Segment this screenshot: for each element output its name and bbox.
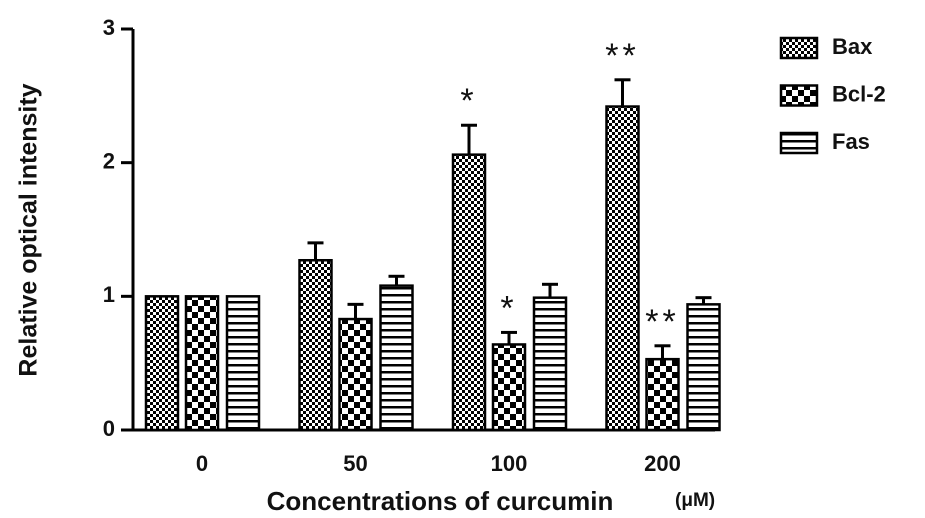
significance-label: * bbox=[460, 82, 477, 120]
bar bbox=[645, 357, 680, 432]
x-tick-label: 50 bbox=[343, 451, 367, 476]
significance-label: * bbox=[500, 289, 517, 327]
bar bbox=[491, 343, 527, 432]
y-tick-label: 0 bbox=[103, 416, 115, 441]
bar bbox=[605, 105, 640, 432]
y-tick-label: 1 bbox=[103, 282, 115, 307]
bar bbox=[532, 296, 568, 432]
legend-label: Bcl-2 bbox=[832, 81, 886, 106]
legend-label: Bax bbox=[832, 34, 873, 59]
legend-swatch bbox=[779, 36, 819, 60]
significance-label: ** bbox=[605, 37, 639, 75]
bar bbox=[686, 303, 721, 432]
bar bbox=[379, 284, 414, 432]
bar bbox=[225, 295, 261, 432]
x-axis-label: Concentrations of curcumin bbox=[267, 486, 614, 516]
x-tick-label: 200 bbox=[644, 451, 681, 476]
y-axis-label: Relative optical intensity bbox=[15, 83, 43, 376]
legend-swatch bbox=[779, 84, 819, 107]
bar bbox=[144, 295, 180, 432]
x-tick-label: 100 bbox=[491, 451, 528, 476]
y-tick-label: 2 bbox=[103, 148, 115, 173]
bar bbox=[451, 153, 487, 432]
legend-label: Fas bbox=[832, 129, 870, 154]
bar bbox=[338, 317, 373, 432]
x-tick-label: 0 bbox=[196, 451, 208, 476]
legend-swatch bbox=[779, 131, 819, 155]
x-axis-unit: (μM) bbox=[675, 490, 715, 511]
bar bbox=[184, 295, 220, 432]
bar bbox=[298, 258, 333, 432]
y-tick-label: 3 bbox=[103, 15, 115, 40]
significance-label: ** bbox=[645, 303, 679, 341]
